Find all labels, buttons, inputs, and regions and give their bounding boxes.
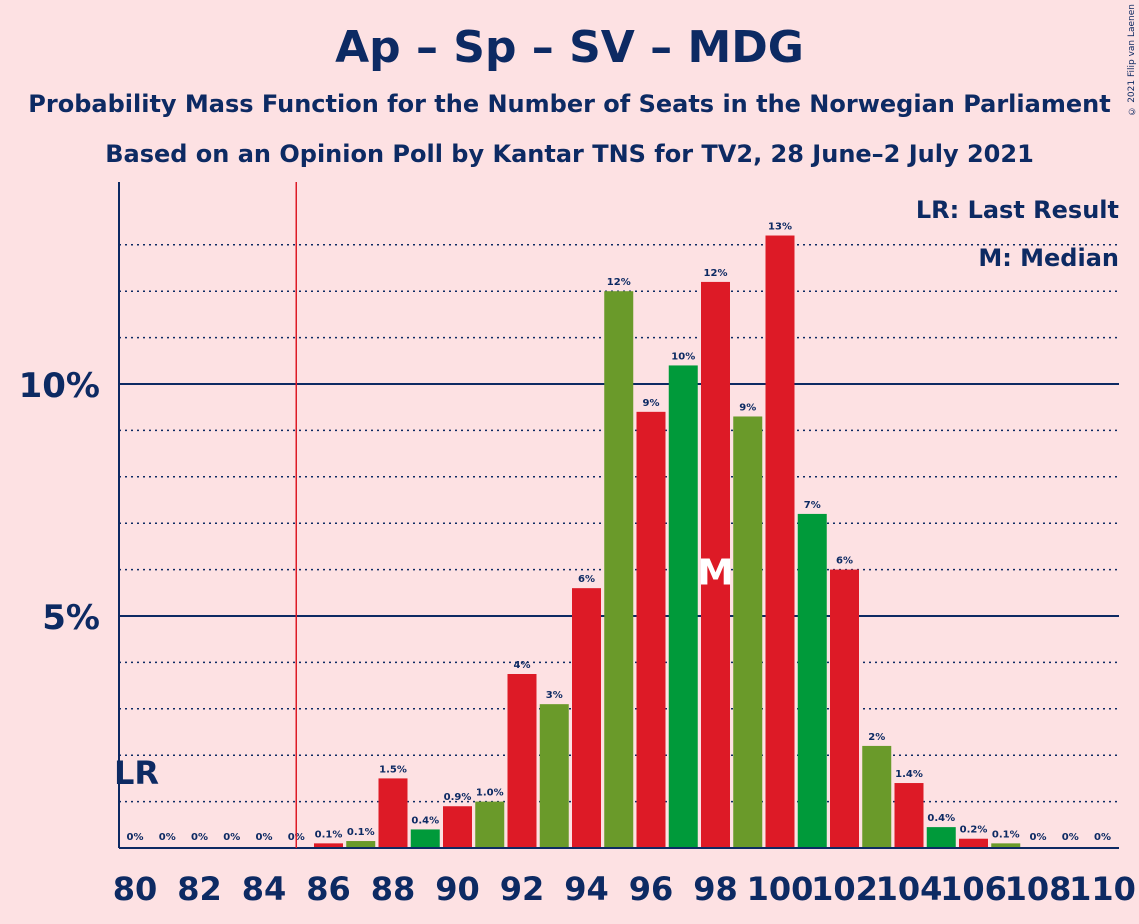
bar-value-label: 12% [704,268,728,279]
bar [830,569,859,848]
bar-value-label: 9% [739,402,756,413]
bar-value-label: 0.4% [411,815,439,826]
bar-value-label: 0% [1062,832,1079,843]
x-tick-label: 94 [564,870,609,908]
bar-value-label: 0.4% [927,813,955,824]
bar [636,411,666,848]
x-tick-label: 84 [242,870,287,908]
bar-value-label: 0.1% [992,829,1020,840]
x-tick-label: 86 [306,870,351,908]
bar [991,843,1021,848]
last-result-marker: LR [114,754,159,792]
bar [959,838,988,848]
bar [668,365,698,848]
bar [765,235,795,848]
bar-value-label: 13% [768,222,792,233]
bar-value-label: 3% [546,690,563,701]
bar-value-label: 2% [868,732,885,743]
bar [346,841,376,848]
bar [475,801,505,848]
bar-value-label: 12% [607,277,631,288]
x-tick-label: 102 [811,870,878,908]
x-tick-label: 108 [1005,870,1072,908]
bar-value-label: 6% [578,574,595,585]
legend-median: M: Median [978,244,1119,272]
bar [410,829,440,848]
bar [604,291,634,848]
bar-value-label: 1.0% [476,788,504,799]
bar-value-label: 1.5% [379,764,407,775]
y-tick-labels: 5% 10% [19,366,100,638]
x-tick-label: 100 [747,870,814,908]
chart-title: Ap – Sp – SV – MDG [335,22,804,73]
bar [507,674,537,848]
x-tick-label: 110 [1069,870,1136,908]
x-tick-label: 82 [177,870,222,908]
x-tick-label: 90 [435,870,480,908]
x-tick-label: 104 [876,870,943,908]
y-tick-label: 5% [42,598,100,638]
bar [733,416,763,848]
x-tick-label: 106 [940,870,1007,908]
markers: LR M [114,182,733,848]
bar [314,843,343,848]
legend-last-result: LR: Last Result [915,196,1119,224]
x-tick-label: 96 [629,870,674,908]
bar-value-label: 0% [1030,832,1047,843]
bar [926,827,956,848]
bar [443,806,472,848]
bar-value-label: 0.9% [444,792,472,803]
bars [314,235,1021,848]
legend: LR: Last Result M: Median [916,186,1119,282]
bar-value-label: 0% [1094,832,1111,843]
x-tick-label: 92 [500,870,545,908]
bar [572,588,601,848]
median-marker: M [698,553,734,594]
x-tick-label: 98 [693,870,738,908]
chart-subtitle: Probability Mass Function for the Number… [28,90,1111,118]
bar-value-label: 1.4% [895,769,923,780]
bar [378,778,408,848]
bar [539,704,569,848]
bar-value-label: 0.1% [347,827,375,838]
bar-value-label: 0% [127,832,144,843]
bar-value-label: 0% [223,832,240,843]
bar [701,281,730,848]
bar-value-label: 0.2% [960,825,988,836]
bar-value-label: 6% [836,556,853,567]
chart-source: Based on an Opinion Poll by Kantar TNS f… [105,140,1034,168]
x-tick-label: 88 [371,870,416,908]
bar-value-label: 9% [643,398,660,409]
bar [894,783,924,848]
bar-value-label: 0% [191,832,208,843]
bar-value-label: 7% [804,500,821,511]
bar-value-label: 0% [256,832,273,843]
copyright-credit: © 2021 Filip van Laenen [1127,4,1137,116]
bar-value-label: 4% [514,660,531,671]
bar-value-label: 0% [159,832,176,843]
bar [797,513,827,848]
bar-value-label: 10% [671,351,695,362]
bar [862,745,892,848]
bar-value-label: 0.1% [315,829,343,840]
y-tick-label: 10% [19,366,100,406]
x-tick-label: 80 [113,870,158,908]
axes [118,182,1119,849]
